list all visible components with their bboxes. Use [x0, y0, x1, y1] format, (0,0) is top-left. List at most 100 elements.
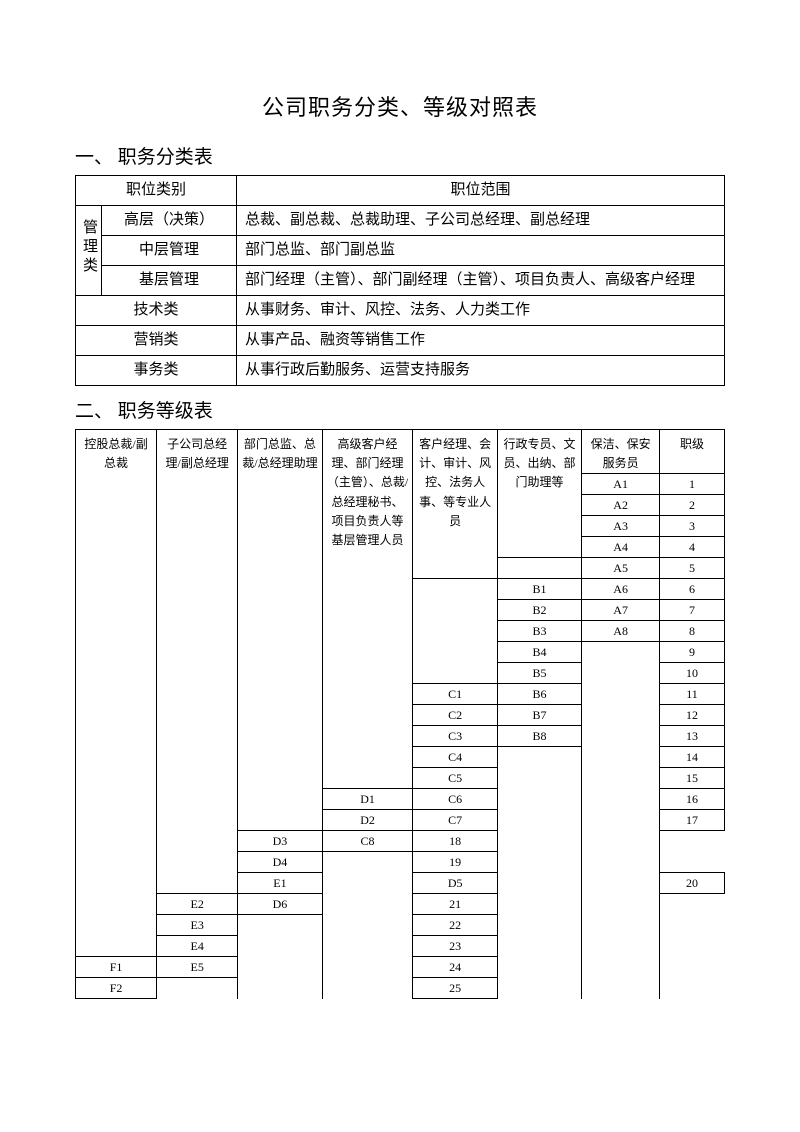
t2-a2: A2	[582, 495, 660, 516]
t2-f2: F2	[76, 978, 157, 999]
t2-r13: 13	[660, 726, 725, 747]
t1-sales-scope: 从事产品、融资等销售工作	[237, 326, 725, 356]
t2-c6-gap1	[497, 516, 581, 537]
t1-mgmt-label: 管理类	[76, 206, 102, 296]
t2-c4-tail	[238, 915, 322, 999]
t1-affairs-scope: 从事行政后勤服务、运营支持服务	[237, 356, 725, 386]
t2-c6-16: C6	[413, 789, 497, 810]
t2-c6-gap2	[497, 537, 581, 558]
document-title: 公司职务分类、等级对照表	[75, 90, 725, 122]
t2-e4: E4	[157, 936, 238, 957]
t2-r23: 23	[413, 936, 497, 957]
t1-sales-cat: 营销类	[76, 326, 237, 356]
t2-c5-gap1	[413, 558, 497, 579]
t2-b8: B8	[497, 726, 581, 747]
t1-row2-sub: 中层管理	[102, 236, 237, 266]
t2-c1-11: C1	[413, 684, 497, 705]
t2-a1: A1	[582, 474, 660, 495]
rank-table: 控股总裁/副总裁 子公司总经理/副总经理 部门总监、总裁/总经理助理 高级客户经…	[75, 429, 725, 999]
t2-r7: 7	[660, 600, 725, 621]
t2-d2: D2	[322, 810, 413, 831]
t2-r25: 25	[413, 978, 497, 999]
t2-a6: A6	[582, 579, 660, 600]
t2-h3: 部门总监、总裁/总经理助理	[238, 430, 322, 495]
t2-c7-17: C7	[413, 810, 497, 831]
t2-r3: 3	[660, 516, 725, 537]
t2-c3-body	[238, 495, 322, 831]
t2-r10: 10	[660, 663, 725, 684]
t2-a8: A8	[582, 621, 660, 642]
classification-table: 职位类别 职位范围 管理类 高层（决策） 总裁、副总裁、总裁助理、子公司总经理、…	[75, 175, 725, 386]
t2-c4-14: C4	[413, 747, 497, 768]
t2-c1-body	[76, 474, 157, 957]
t2-c5-15: C5	[413, 768, 497, 789]
t2-c2-12: C2	[413, 705, 497, 726]
t2-a3: A3	[582, 516, 660, 537]
t1-header-scope: 职位范围	[237, 176, 725, 206]
t2-r16: 16	[660, 789, 725, 810]
t2-r6: 6	[660, 579, 725, 600]
t2-c5-tail	[322, 852, 413, 999]
t2-d4: D4	[238, 852, 322, 873]
t1-header-category: 职位类别	[76, 176, 237, 206]
t2-r21: 21	[413, 894, 497, 915]
t2-b1: B1	[497, 579, 581, 600]
t1-tech-scope: 从事财务、审计、风控、法务、人力类工作	[237, 296, 725, 326]
t2-d1: D1	[322, 789, 413, 810]
t2-r1: 1	[660, 474, 725, 495]
t2-e5: E5	[157, 957, 238, 978]
t2-d5: D5	[413, 873, 497, 894]
t2-h7: 保洁、保安服务员	[582, 430, 660, 474]
t2-h4: 高级客户经理、部门经理（主管）、总裁/总经理秘书、项目负责人等基层管理人员	[322, 430, 413, 579]
t2-a5: A5	[582, 558, 660, 579]
t2-e3: E3	[157, 915, 238, 936]
t2-c4-body	[322, 579, 413, 789]
t2-d6: D6	[238, 894, 322, 915]
t2-r22: 22	[413, 915, 497, 936]
t1-row3-scope: 部门经理（主管）、部门副经理（主管）、项目负责人、高级客户经理	[237, 266, 725, 296]
t2-b3: B3	[497, 621, 581, 642]
section-2-title: 二、 职务等级表	[75, 396, 725, 423]
t2-r19: 19	[413, 852, 497, 873]
t2-r15: 15	[660, 768, 725, 789]
t2-b6: B6	[497, 684, 581, 705]
t2-h6: 行政专员、文员、出纳、部门助理等	[497, 430, 581, 516]
t2-e1: E1	[238, 873, 322, 894]
t2-c7-body	[582, 642, 660, 999]
t2-h5: 客户经理、会计、审计、风控、法务人事、等专业人员	[413, 430, 497, 558]
t2-c3-13: C3	[413, 726, 497, 747]
section-1-title: 一、 职务分类表	[75, 142, 725, 169]
t2-a7: A7	[582, 600, 660, 621]
t2-a4: A4	[582, 537, 660, 558]
t2-h2: 子公司总经理/副总经理	[157, 430, 238, 495]
t2-b2: B2	[497, 600, 581, 621]
t2-c6-body	[497, 747, 581, 999]
t2-c3-tail	[157, 978, 238, 999]
t2-r12: 12	[660, 705, 725, 726]
t2-r24: 24	[413, 957, 497, 978]
t2-h8: 职级	[660, 430, 725, 474]
t2-r4: 4	[660, 537, 725, 558]
t1-affairs-cat: 事务类	[76, 356, 237, 386]
t2-b5: B5	[497, 663, 581, 684]
t2-h1: 控股总裁/副总裁	[76, 430, 157, 474]
t1-row1-scope: 总裁、副总裁、总裁助理、子公司总经理、副总经理	[237, 206, 725, 236]
t2-c8-18: C8	[322, 831, 413, 852]
t2-r20: 20	[660, 873, 725, 894]
t1-row1-sub: 高层（决策）	[102, 206, 237, 236]
t1-row3-sub: 基层管理	[102, 266, 237, 296]
t2-r9: 9	[660, 642, 725, 663]
t2-c5-body	[413, 579, 497, 684]
t1-row2-scope: 部门总监、部门副总监	[237, 236, 725, 266]
t2-c2-body	[157, 495, 238, 894]
t2-f1: F1	[76, 957, 157, 978]
t2-r11: 11	[660, 684, 725, 705]
t2-r2: 2	[660, 495, 725, 516]
t2-d3: D3	[238, 831, 322, 852]
t1-tech-cat: 技术类	[76, 296, 237, 326]
t2-e2: E2	[157, 894, 238, 915]
t2-c6-gap3	[497, 558, 581, 579]
t2-r17: 17	[660, 810, 725, 831]
t2-r5: 5	[660, 558, 725, 579]
t2-r8: 8	[660, 621, 725, 642]
